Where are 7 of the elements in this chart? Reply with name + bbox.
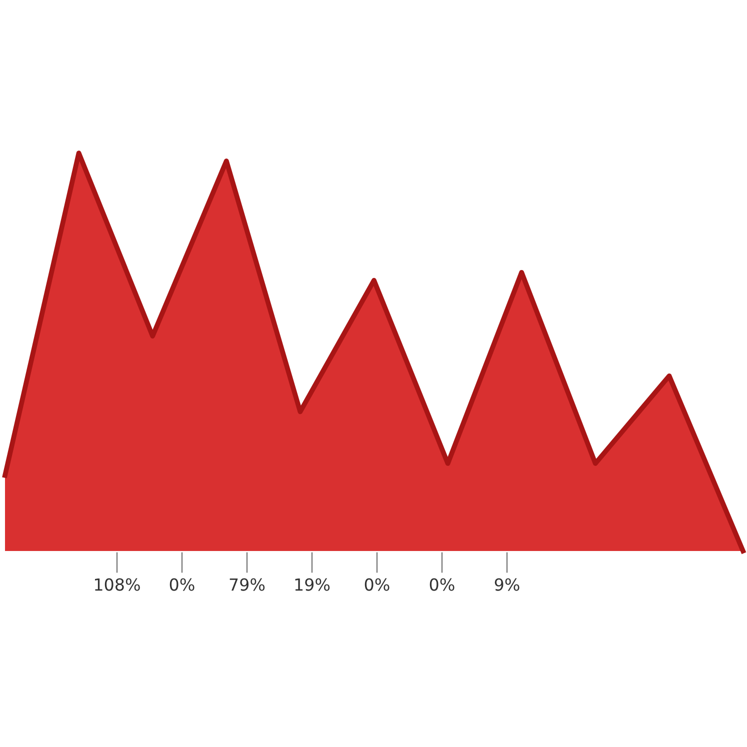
text: 0% bbox=[364, 578, 390, 591]
text: 0% bbox=[430, 578, 454, 591]
text: 108% bbox=[95, 578, 140, 591]
text: 0% bbox=[170, 578, 194, 591]
text: 19% bbox=[295, 578, 330, 591]
text: 9% bbox=[494, 578, 520, 591]
text: 79% bbox=[230, 578, 265, 591]
